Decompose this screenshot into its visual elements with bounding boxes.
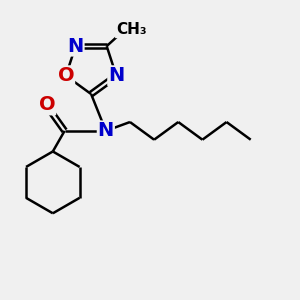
Text: O: O	[58, 66, 74, 85]
Text: CH₃: CH₃	[116, 22, 146, 38]
Text: N: N	[108, 66, 124, 85]
Text: O: O	[39, 95, 55, 114]
Text: N: N	[98, 122, 114, 140]
Text: N: N	[68, 37, 84, 56]
